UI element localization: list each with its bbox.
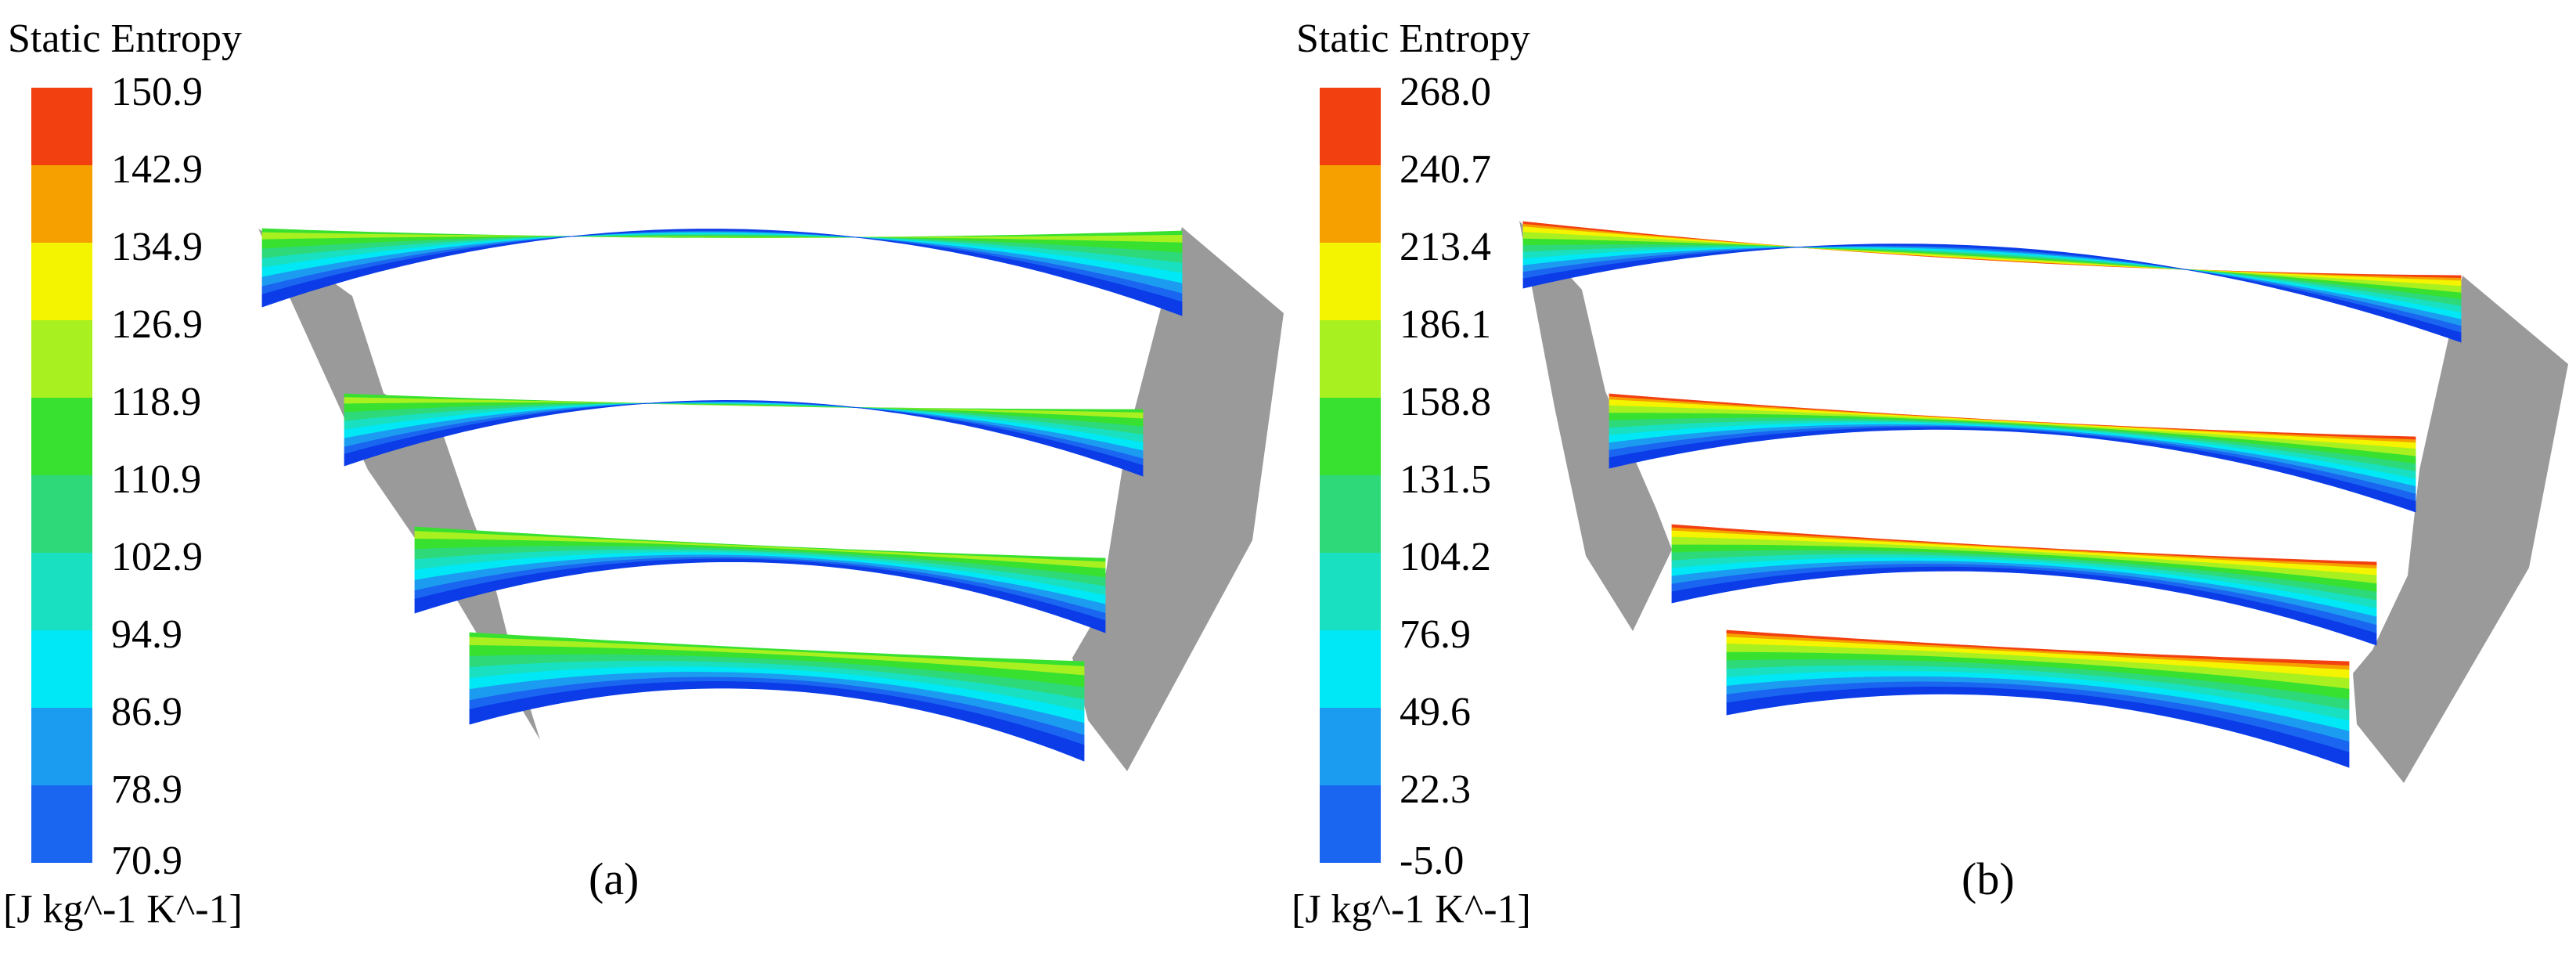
legend-color-bar	[31, 88, 92, 863]
legend-swatch	[1320, 88, 1381, 165]
contour-band	[344, 399, 1144, 477]
legend-swatch	[31, 398, 92, 475]
legend-tick: 186.1	[1400, 302, 1491, 347]
contour-band	[261, 229, 1183, 316]
legend-swatch	[1320, 320, 1381, 398]
legend-swatch	[31, 553, 92, 630]
contour-band	[414, 558, 1106, 633]
flow-passage	[1609, 393, 2416, 513]
right-wall	[2353, 276, 2568, 783]
flow-passage	[1671, 524, 2377, 646]
legend-swatch	[1320, 398, 1381, 475]
legend-tick: 110.9	[111, 457, 202, 502]
contour-band	[1671, 566, 2377, 646]
legend-swatch	[31, 630, 92, 708]
legend-tick: 142.9	[111, 147, 203, 192]
legend-swatch	[1320, 243, 1381, 320]
left-wall	[258, 229, 540, 740]
legend-tick: 22.3	[1400, 767, 1471, 812]
legend-swatch	[1320, 165, 1381, 243]
legend-tick: 49.6	[1400, 690, 1471, 734]
legend-swatch	[31, 88, 92, 165]
legend-swatch	[1320, 630, 1381, 708]
geometry-contour-a	[258, 227, 1284, 771]
legend-swatch	[31, 708, 92, 785]
legend-tick: 213.4	[1400, 225, 1491, 269]
legend-swatch	[1320, 553, 1381, 630]
legend-tick: 134.9	[111, 225, 203, 269]
legend-tick: 126.9	[111, 302, 203, 347]
flow-passage	[414, 526, 1106, 633]
legend-swatch	[1320, 475, 1381, 553]
legend-tick: 158.8	[1400, 380, 1491, 424]
legend-tick: 240.7	[1400, 147, 1491, 192]
legend-tick: 70.9	[111, 839, 182, 883]
caption: (a)	[589, 853, 639, 904]
legend-tick: 76.9	[1400, 612, 1471, 657]
legend-tick: 150.9	[111, 70, 203, 114]
panel-b: Static Entropy 268.0 240.7 213.4 186.1 1…	[1288, 0, 2576, 956]
flow-passage	[344, 393, 1144, 477]
contour-band	[1726, 687, 2350, 768]
legend-color-bar	[1320, 88, 1381, 863]
legend-tick: 104.2	[1400, 535, 1491, 579]
legend-swatch	[1320, 785, 1381, 863]
contour-band	[1522, 244, 2462, 343]
flow-passage	[469, 632, 1085, 762]
legend-tick: 118.9	[111, 380, 202, 424]
geometry-contour-b	[1519, 221, 2568, 783]
flow-passage	[261, 228, 1183, 316]
legend-swatch	[31, 785, 92, 863]
right-wall	[1072, 227, 1284, 771]
legend-unit: [J kg^-1 K^-1]	[1292, 887, 1531, 932]
legend-swatch	[31, 320, 92, 398]
legend-swatch	[1320, 708, 1381, 785]
legend-swatch	[31, 475, 92, 553]
legend-swatch	[31, 165, 92, 243]
legend-tick: 94.9	[111, 612, 182, 657]
legend-title: Static Entropy	[1296, 16, 1530, 61]
legend-tick: -5.0	[1400, 839, 1465, 883]
legend-tick: 86.9	[111, 690, 182, 734]
caption: (b)	[1962, 853, 2015, 904]
panel-a: Static Entropy 150.9 142.9 134.9 126.9 1…	[3, 16, 1284, 932]
legend-swatch	[31, 243, 92, 320]
contour-band	[1609, 427, 2416, 513]
legend-tick: 78.9	[111, 767, 182, 812]
legend-tick: 131.5	[1400, 457, 1491, 502]
legend-tick: 102.9	[111, 535, 203, 579]
legend-tick: 268.0	[1400, 70, 1491, 114]
left-wall	[1519, 221, 1672, 631]
flow-passage	[1522, 221, 2462, 343]
contour-band	[469, 681, 1085, 762]
legend-title: Static Entropy	[8, 16, 242, 61]
flow-passage	[1726, 630, 2350, 768]
legend-unit: [J kg^-1 K^-1]	[3, 887, 243, 932]
